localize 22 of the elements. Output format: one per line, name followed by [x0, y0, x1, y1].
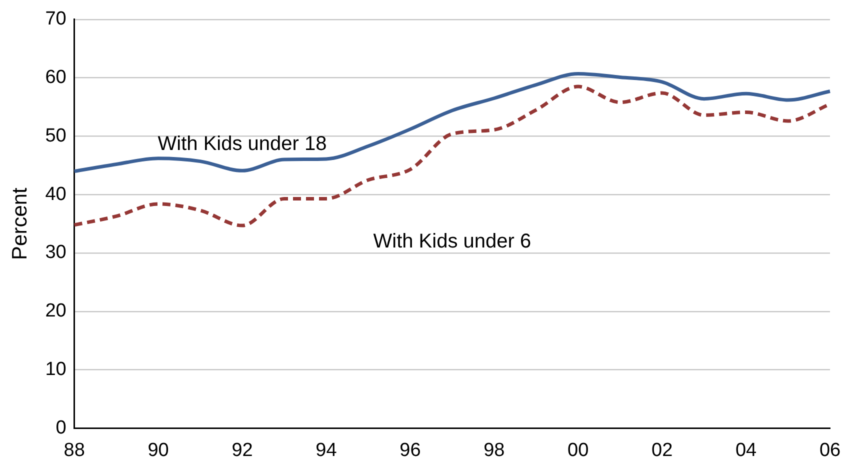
y-tick-label: 50 [45, 125, 66, 146]
x-tick-label: 96 [400, 440, 421, 461]
y-tick-label: 70 [45, 8, 66, 30]
y-tick-label: 30 [45, 242, 66, 264]
y-tick-label: 20 [45, 300, 66, 322]
y-tick-label: 0 [56, 417, 66, 438]
x-tick-label: 94 [316, 440, 338, 461]
x-tick-label: 98 [484, 440, 505, 461]
x-tick-label: 88 [64, 440, 85, 461]
y-tick-label: 10 [45, 359, 66, 380]
x-tick-label: 92 [232, 440, 253, 461]
y-axis-title: Percent [8, 187, 32, 260]
series-label: With Kids under 18 [158, 133, 327, 156]
y-tick-label: 60 [45, 67, 66, 88]
x-tick-label: 06 [819, 440, 841, 461]
x-tick-label: 02 [652, 440, 673, 461]
x-tick-label: 04 [735, 440, 758, 461]
text: With Kids under 6 [373, 230, 532, 252]
y-tick-label: 40 [45, 184, 66, 205]
x-tick-label: 00 [568, 440, 589, 461]
x-tick-label: 90 [148, 440, 169, 461]
line-series [72, 72, 832, 173]
